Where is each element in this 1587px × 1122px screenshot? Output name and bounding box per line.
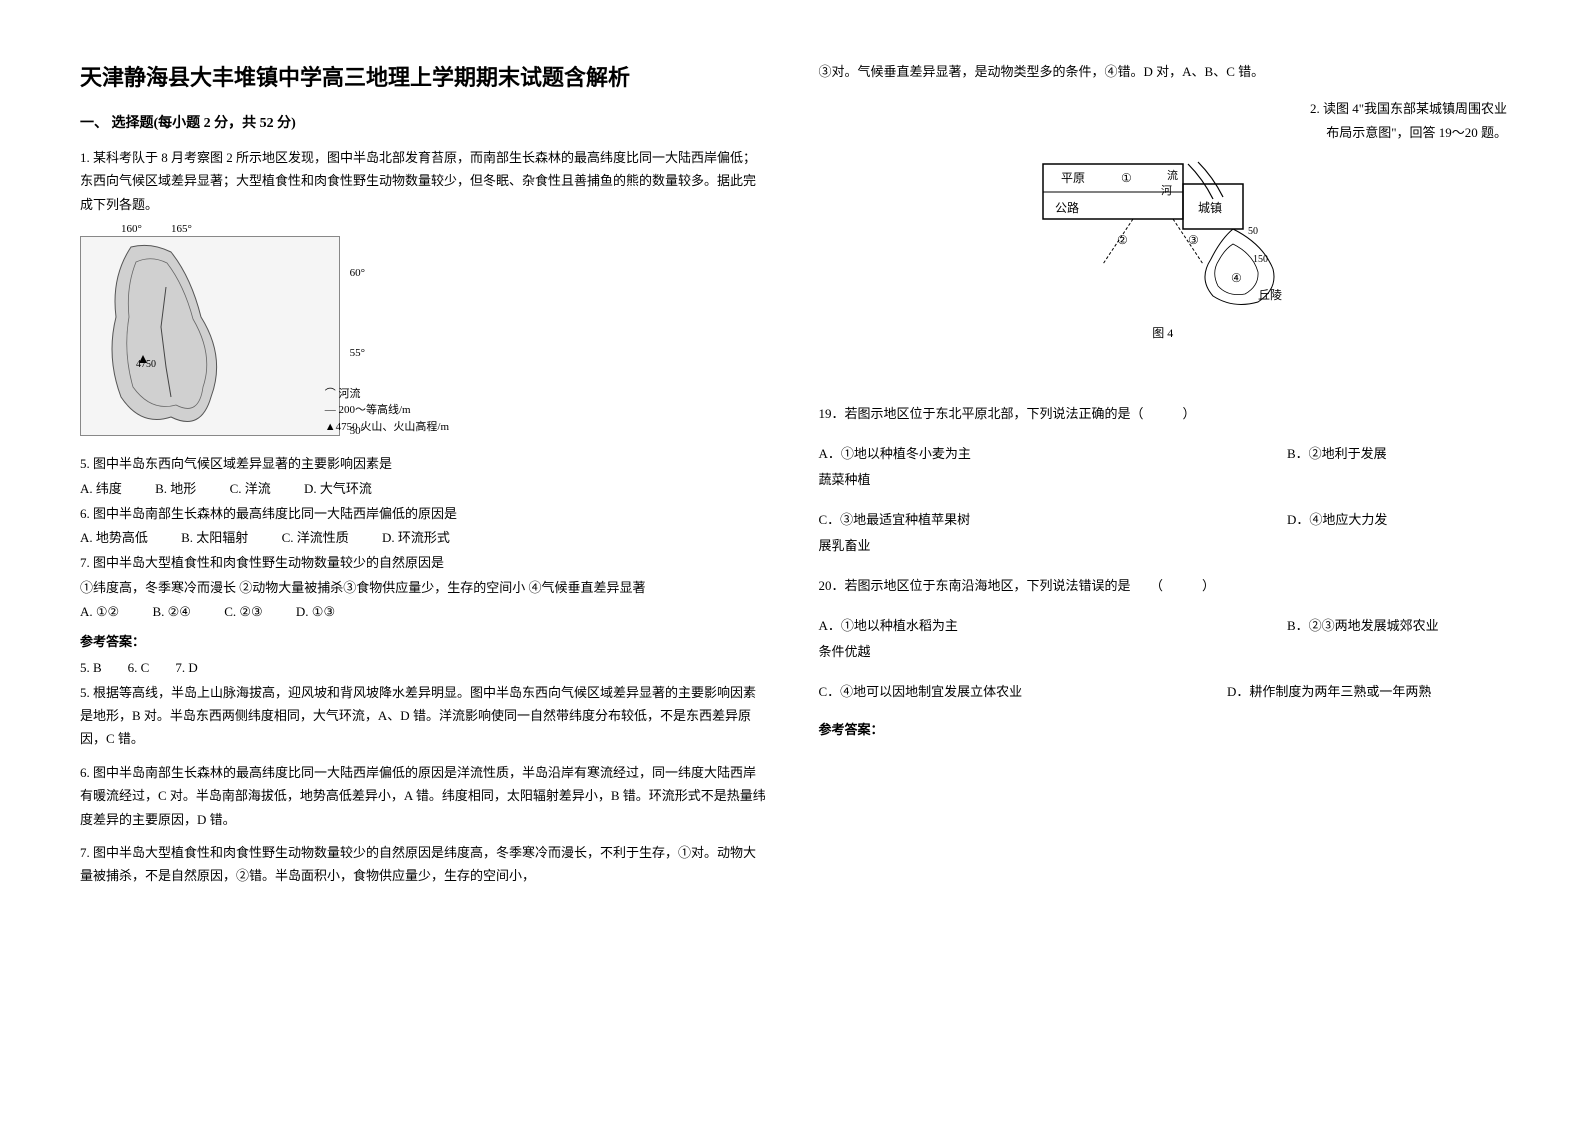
q19-opt-b-cont: 蔬菜种植 (819, 467, 1508, 493)
q19-row-cd: C．③地最适宜种植苹果树 D．④地应大力发 (819, 507, 1508, 533)
q5-opt-d: D. 大气环流 (304, 481, 372, 496)
diagram-caption: 图 4 (819, 324, 1508, 341)
svg-text:①: ① (1121, 171, 1132, 185)
q7-opt-c: C. ②③ (224, 604, 262, 619)
q20-text: 20．若图示地区位于东南沿海地区，下列说法错误的是 （ ） (819, 573, 1508, 599)
q7-opt-d: D. ①③ (296, 604, 335, 619)
svg-text:②: ② (1117, 233, 1128, 247)
svg-text:流: 流 (1167, 168, 1178, 182)
q20-opt-d: D．耕作制度为两年三熟或一年两熟 (1227, 679, 1507, 705)
map-lon-2: 165° (171, 223, 192, 235)
svg-text:4750: 4750 (136, 359, 156, 370)
q6-opt-b: B. 太阳辐射 (181, 530, 248, 545)
q1-intro: 1. 某科考队于 8 月考察图 2 所示地区发现，图中半岛北部发育苔原，而南部生… (80, 146, 769, 216)
q7-options: A. ①② B. ②④ C. ②③ D. ①③ (80, 600, 769, 625)
q19-opt-b: B．②地利于发展 (1287, 441, 1507, 467)
q7-opt-b: B. ②④ (152, 604, 190, 619)
q20-row-ab: A．①地以种植水稻为主 B．②③两地发展城郊农业 (819, 613, 1508, 639)
svg-text:河: 河 (1161, 184, 1172, 197)
q6-opt-d: D. 环流形式 (382, 530, 450, 545)
legend-volcano: ▲4750 火山、火山高程/m (325, 419, 449, 436)
map-lat-1: 60° (350, 267, 365, 279)
right-column: ③对。气候垂直差异显著，是动物类型多的条件，④错。D 对，A、B、C 错。 2.… (819, 60, 1508, 1062)
legend-river: ⌒ 河流 (325, 386, 449, 403)
answer-heading: 参考答案： (80, 631, 769, 650)
town-diagram: 平原 ① 公路 流 河 城镇 ② ③ ④ 50 150 丘陵 (1033, 154, 1293, 314)
q19-text: 19．若图示地区位于东北平原北部，下列说法正确的是（ ） (819, 401, 1508, 427)
q20-opt-b: B．②③两地发展城郊农业 (1287, 613, 1507, 639)
answer-line: 5. B 6. C 7. D (80, 656, 769, 681)
q19-opt-d-cont: 展乳畜业 (819, 533, 1508, 559)
q5-opt-b: B. 地形 (155, 481, 196, 496)
q19-row-ab: A．①地以种植冬小麦为主 B．②地利于发展 (819, 441, 1508, 467)
q20-row-cd: C．④地可以因地制宜发展立体农业 D．耕作制度为两年三熟或一年两熟 (819, 679, 1508, 705)
explain-7-cont: ③对。气候垂直差异显著，是动物类型多的条件，④错。D 对，A、B、C 错。 (819, 60, 1508, 83)
map-figure: 160° 165° 60° 55° 50° 4750 ⌒ 河流 — 200～等高… (80, 236, 340, 436)
q6-opt-a: A. 地势高低 (80, 530, 148, 545)
q5-text: 5. 图中半岛东西向气候区域差异显著的主要影响因素是 (80, 452, 769, 477)
q7-opt-a: A. ①② (80, 604, 119, 619)
svg-text:150: 150 (1253, 254, 1268, 265)
diagram-svg: 平原 ① 公路 流 河 城镇 ② ③ ④ 50 150 丘陵 (1033, 154, 1293, 314)
q2-intro-1: 2. 读图 4"我国东部某城镇周围农业 (819, 97, 1508, 120)
q7-statements: ①纬度高，冬季寒冷而漫长 ②动物大量被捕杀③食物供应量少，生存的空间小 ④气候垂… (80, 576, 769, 601)
q20-opt-a: A．①地以种植水稻为主 (819, 613, 1288, 639)
answer-heading-2: 参考答案： (819, 719, 1508, 738)
q20-opt-c: C．④地可以因地制宜发展立体农业 (819, 679, 1228, 705)
q5-opt-a: A. 纬度 (80, 481, 122, 496)
explain-5: 5. 根据等高线，半岛上山脉海拔高，迎风坡和背风坡降水差异明显。图中半岛东西向气… (80, 681, 769, 751)
explain-6: 6. 图中半岛南部生长森林的最高纬度比同一大陆西岸偏低的原因是洋流性质，半岛沿岸… (80, 761, 769, 831)
svg-text:50: 50 (1248, 226, 1258, 237)
q5-opt-c: C. 洋流 (230, 481, 271, 496)
legend-contour: — 200～等高线/m (325, 402, 449, 419)
section-heading: 一、 选择题(每小题 2 分，共 52 分) (80, 112, 769, 132)
svg-text:丘陵: 丘陵 (1258, 288, 1282, 302)
q6-options: A. 地势高低 B. 太阳辐射 C. 洋流性质 D. 环流形式 (80, 526, 769, 551)
q5-options: A. 纬度 B. 地形 C. 洋流 D. 大气环流 (80, 477, 769, 502)
q6-opt-c: C. 洋流性质 (282, 530, 349, 545)
svg-text:③: ③ (1188, 233, 1199, 247)
q20-opt-b-cont: 条件优越 (819, 639, 1508, 665)
svg-text:城镇: 城镇 (1198, 201, 1222, 215)
q2-intro-2: 布局示意图"，回答 19～20 题。 (819, 121, 1508, 144)
q19-opt-d: D．④地应大力发 (1287, 507, 1507, 533)
explain-7: 7. 图中半岛大型植食性和肉食性野生动物数量较少的自然原因是纬度高，冬季寒冷而漫… (80, 841, 769, 888)
q7-text: 7. 图中半岛大型植食性和肉食性野生动物数量较少的自然原因是 (80, 551, 769, 576)
q19-opt-a: A．①地以种植冬小麦为主 (819, 441, 1288, 467)
svg-text:平原: 平原 (1061, 171, 1085, 185)
svg-text:公路: 公路 (1055, 200, 1079, 215)
map-lon-1: 160° (121, 223, 142, 235)
q6-text: 6. 图中半岛南部生长森林的最高纬度比同一大陆西岸偏低的原因是 (80, 502, 769, 527)
left-column: 天津静海县大丰堆镇中学高三地理上学期期末试题含解析 一、 选择题(每小题 2 分… (80, 60, 769, 1062)
doc-title: 天津静海县大丰堆镇中学高三地理上学期期末试题含解析 (80, 60, 769, 92)
map-legend: ⌒ 河流 — 200～等高线/m ▲4750 火山、火山高程/m (325, 386, 449, 436)
map-lat-2: 55° (350, 347, 365, 359)
q19-opt-c: C．③地最适宜种植苹果树 (819, 507, 1288, 533)
map-svg: 4750 (81, 237, 341, 437)
svg-text:④: ④ (1231, 271, 1242, 285)
